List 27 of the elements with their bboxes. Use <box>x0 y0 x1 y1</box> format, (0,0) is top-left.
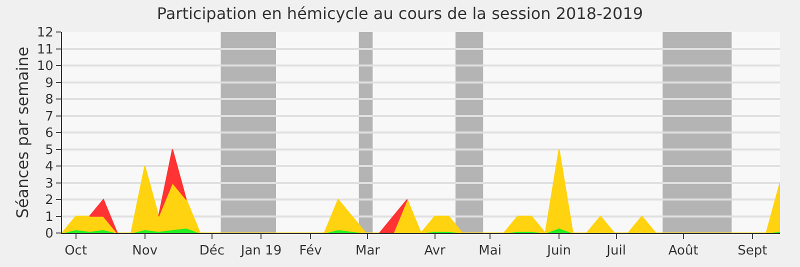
x-tick-label: Fév <box>299 244 322 259</box>
y-tick-label: 11 <box>36 42 54 58</box>
y-tick-label: 12 <box>36 26 54 41</box>
x-tick-label: Mai <box>478 244 502 259</box>
x-tick-label: Juin <box>546 244 572 259</box>
y-tick-label: 1 <box>45 210 54 225</box>
chart-title: Participation en hémicycle au cours de la session 2018-2019 <box>156 4 644 24</box>
y-tick-label: 5 <box>45 142 54 158</box>
y-tick-label: 0 <box>45 226 54 242</box>
y-tick-label: 4 <box>45 160 54 175</box>
x-tick-label: Juil <box>606 244 626 259</box>
y-tick-label: 8 <box>45 92 54 108</box>
x-tick-label: Oct <box>64 244 88 259</box>
x-tick-label: Mar <box>355 244 381 259</box>
y-tick-label: 2 <box>45 193 54 208</box>
y-axis-title: Séances par semaine <box>12 46 32 218</box>
x-tick-label: Sept <box>738 244 768 259</box>
y-tick-label: 10 <box>36 59 54 74</box>
x-tick-label: Déc <box>199 244 224 259</box>
x-tick-label: Jan 19 <box>240 244 282 259</box>
x-tick-label: Avr <box>424 244 446 259</box>
y-tick-label: 6 <box>45 126 54 142</box>
y-tick-label: 9 <box>45 76 54 91</box>
x-tick-label: Août <box>668 244 698 259</box>
y-tick-label: 7 <box>45 109 54 124</box>
x-tick-label: Nov <box>132 244 158 259</box>
y-tick-label: 3 <box>45 176 54 192</box>
